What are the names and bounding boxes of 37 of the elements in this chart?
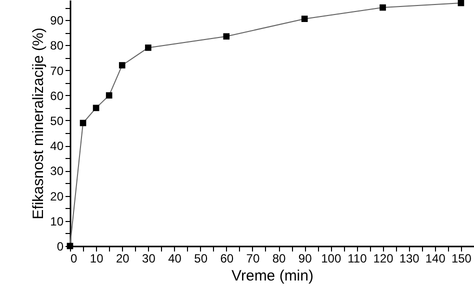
x-tick-label: 50 [194,252,208,266]
x-tick-label: 10 [90,252,104,266]
point [223,33,230,40]
point [80,120,86,126]
x-tick-label: 110 [348,252,368,266]
y-tick-label: 60 [50,88,64,103]
y-tick-label: 50 [50,114,64,128]
x-tick-label: 40 [168,252,182,266]
x-tick-label: 100 [321,252,342,266]
y-tick-label: 10 [50,214,64,228]
point [106,92,112,99]
y-axis-title: Efikasnost mineralizacije (%) [30,28,48,220]
y-tick-label: 40 [50,139,64,154]
point [380,4,386,11]
y-tick-label: 80 [50,38,64,53]
x-tick-label: 20 [116,252,130,266]
x-tick-label: 80 [272,252,286,266]
x-tick-label: 140 [425,252,446,266]
x-axis-title: Vreme (min) [232,268,314,284]
y-tick-label: 90 [50,14,64,28]
y-tick-label: 20 [50,189,64,204]
x-tick-label: 70 [246,252,260,266]
point [92,104,100,112]
x-tick-label: 90 [298,252,312,266]
y-tick-label: 70 [50,64,64,78]
point [145,44,152,51]
x-tick-label: 150 [451,252,472,266]
y-tick-label: 0 [56,240,64,254]
x-tick-label: 30 [142,252,156,266]
x-tick-label: 60 [220,252,234,266]
point [458,0,464,6]
x-tick-label: 120 [373,252,394,266]
x-tick-label: 130 [399,252,420,266]
x-tick-label: 0 [70,252,78,266]
point [301,16,308,22]
point [118,62,126,68]
y-tick-label: 30 [50,164,64,178]
